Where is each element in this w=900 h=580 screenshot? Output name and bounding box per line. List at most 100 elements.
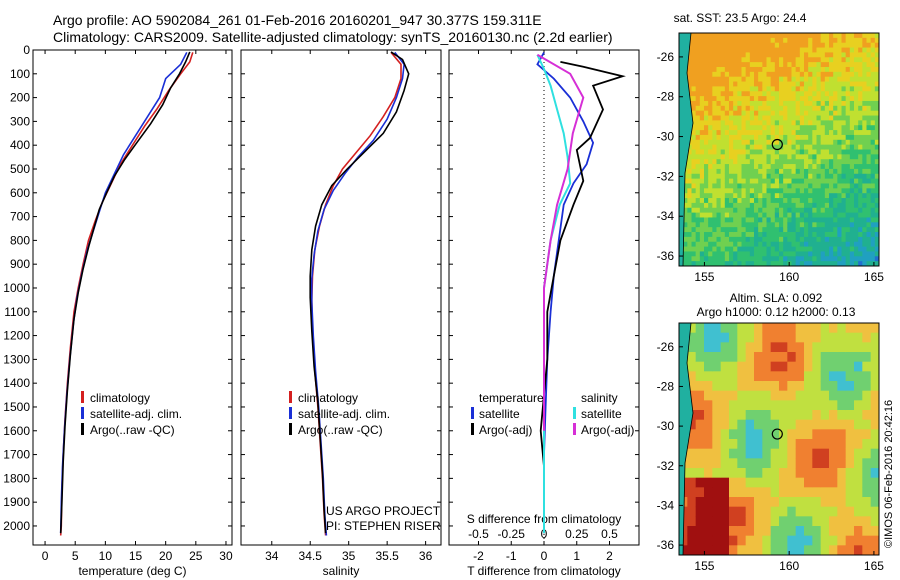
map-cell xyxy=(754,256,759,262)
map-cell xyxy=(754,487,763,498)
map-cell xyxy=(812,33,817,39)
map-cell xyxy=(691,144,697,150)
map-cell xyxy=(870,458,880,469)
map-cell xyxy=(762,256,767,262)
map-cell xyxy=(837,468,847,479)
map-cell xyxy=(741,37,747,44)
map-cell xyxy=(708,227,713,233)
map-cell xyxy=(833,256,838,262)
map-cell xyxy=(787,115,792,121)
map-cell xyxy=(720,37,726,44)
map-cell xyxy=(820,487,830,498)
map-cell xyxy=(829,381,838,392)
map-cell xyxy=(845,256,851,262)
map-cell xyxy=(837,256,842,262)
map-cell xyxy=(804,188,809,194)
map-cell xyxy=(829,91,834,97)
map-cell xyxy=(770,400,780,411)
map-cell xyxy=(779,198,784,204)
map-cell xyxy=(858,173,863,180)
map-cell xyxy=(695,241,701,247)
map-cell xyxy=(745,236,751,243)
map-cell xyxy=(695,139,701,146)
map-cell xyxy=(695,105,701,112)
map-cell xyxy=(820,134,826,141)
map-cell xyxy=(737,76,742,82)
map-cell xyxy=(795,390,805,401)
map-cell xyxy=(812,173,817,180)
map-cell xyxy=(695,47,701,53)
map-cell xyxy=(766,198,772,204)
map-cell xyxy=(779,227,784,233)
map-cell xyxy=(874,33,880,39)
map-cell xyxy=(704,76,709,82)
map-cell xyxy=(779,193,784,199)
map-cell xyxy=(816,202,822,209)
map-cell xyxy=(724,66,730,73)
map-cell xyxy=(716,183,722,189)
map-cell xyxy=(804,390,813,401)
map-cell xyxy=(766,139,772,146)
map-cell xyxy=(874,42,880,48)
map-cell xyxy=(866,207,872,213)
map-cell xyxy=(829,487,838,498)
map-cell xyxy=(816,66,822,73)
map-cell xyxy=(770,37,776,44)
map-cell xyxy=(841,188,847,194)
map-cell xyxy=(699,212,705,218)
map-cell xyxy=(720,139,726,146)
map-cell xyxy=(845,96,851,102)
map-cell xyxy=(795,207,801,213)
map-cell xyxy=(720,144,726,150)
map-cell xyxy=(812,71,817,78)
map-cell xyxy=(758,62,763,68)
map-cell xyxy=(804,222,809,228)
map-cell xyxy=(791,178,797,184)
map-cell xyxy=(804,410,813,421)
map-cell xyxy=(783,198,788,204)
map-cell xyxy=(812,168,817,175)
map-cell xyxy=(683,178,688,184)
x-tick-label: 2 xyxy=(606,549,613,563)
map-cell xyxy=(854,100,859,107)
map-cell xyxy=(804,125,809,131)
map-cell xyxy=(779,173,784,180)
map-cell xyxy=(837,164,842,170)
map-cell xyxy=(712,91,717,97)
map-cell xyxy=(862,96,867,102)
map-cell xyxy=(720,188,726,194)
map-cell xyxy=(695,212,701,218)
map-cell xyxy=(754,371,763,382)
map-cell xyxy=(758,100,763,107)
map-cell xyxy=(741,33,747,39)
map-cell xyxy=(845,390,855,401)
map-cell xyxy=(704,198,709,204)
map-cell xyxy=(799,168,805,175)
map-cell xyxy=(724,86,730,92)
map-cell xyxy=(687,241,692,247)
x-tick-label: 15 xyxy=(129,549,143,563)
map-cell xyxy=(704,105,709,112)
map-cell xyxy=(820,130,826,136)
map-cell xyxy=(708,198,713,204)
map-cell xyxy=(745,352,755,363)
plot-frame xyxy=(32,49,233,546)
map-cell xyxy=(712,361,722,372)
map-cell xyxy=(874,212,880,218)
map-cell xyxy=(716,207,722,213)
map-cell xyxy=(695,207,701,213)
map-cell xyxy=(716,236,722,243)
map-cell xyxy=(741,47,747,53)
map-cell xyxy=(849,246,855,252)
map-cell xyxy=(774,168,780,175)
map-cell xyxy=(845,71,851,78)
map-cell xyxy=(737,261,742,267)
map-cell xyxy=(858,120,863,126)
map-cell xyxy=(791,110,797,116)
map-cell xyxy=(812,545,822,556)
map-cell xyxy=(812,419,822,430)
map-cell xyxy=(691,33,697,39)
map-cell xyxy=(704,410,713,421)
map-cell xyxy=(749,178,755,184)
map-cell xyxy=(704,439,713,450)
